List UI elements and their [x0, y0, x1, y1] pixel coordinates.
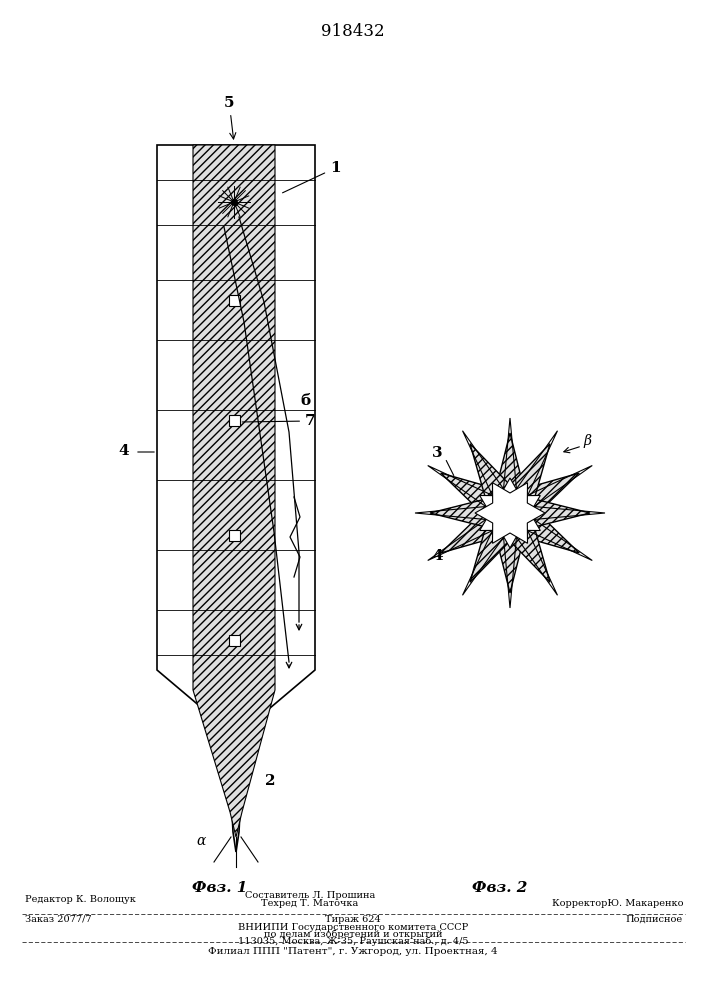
- Text: 5: 5: [224, 96, 236, 139]
- Bar: [228, 635, 240, 646]
- Polygon shape: [157, 145, 315, 852]
- Text: Фвз. 1: Фвз. 1: [192, 881, 247, 895]
- Text: б: б: [300, 394, 310, 408]
- Text: КорректорЮ. Макаренко: КорректорЮ. Макаренко: [551, 899, 683, 908]
- Text: Филиал ППП "Патент", г. Ужгород, ул. Проектная, 4: Филиал ППП "Патент", г. Ужгород, ул. Про…: [208, 947, 498, 956]
- Text: Техред Т. Маточка: Техред Т. Маточка: [262, 899, 358, 908]
- Text: по делам изобретений и открытий: по делам изобретений и открытий: [264, 930, 443, 939]
- Bar: [228, 294, 240, 306]
- Text: ВНИИПИ Государственного комитета СССР: ВНИИПИ Государственного комитета СССР: [238, 923, 468, 932]
- Text: Тираж 624: Тираж 624: [325, 915, 381, 924]
- Polygon shape: [440, 433, 579, 593]
- Text: Составитель Л. Прошина: Составитель Л. Прошина: [245, 891, 375, 900]
- Text: β: β: [583, 434, 591, 448]
- Text: Подписное: Подписное: [626, 915, 683, 924]
- Text: 113035, Москва, Ж-35, Раушская наб., д. 4/5: 113035, Москва, Ж-35, Раушская наб., д. …: [238, 936, 468, 946]
- Text: α: α: [196, 834, 205, 848]
- Text: 1: 1: [283, 161, 341, 193]
- Polygon shape: [430, 444, 590, 582]
- Text: Редактор К. Волощук: Редактор К. Волощук: [25, 895, 136, 904]
- Text: 918432: 918432: [321, 23, 385, 40]
- Text: 2: 2: [265, 774, 276, 788]
- Polygon shape: [193, 145, 275, 837]
- Polygon shape: [479, 478, 540, 548]
- Bar: [228, 414, 240, 426]
- Bar: [228, 530, 240, 540]
- Text: 7: 7: [243, 414, 315, 428]
- Text: 3: 3: [432, 446, 443, 460]
- Text: 4: 4: [118, 444, 129, 458]
- Text: Заказ 2077/7: Заказ 2077/7: [25, 915, 92, 924]
- Text: 4: 4: [432, 549, 443, 563]
- Polygon shape: [475, 483, 545, 543]
- Text: Фвз. 2: Фвз. 2: [472, 881, 527, 895]
